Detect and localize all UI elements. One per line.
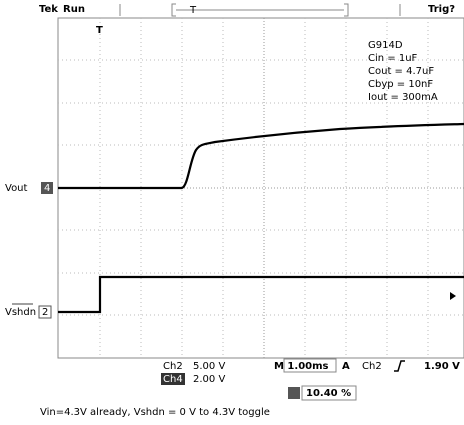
vshdn-trace: [58, 275, 464, 314]
trigger-pos-marker: T: [189, 5, 197, 16]
trigger-pos-box: [301, 385, 357, 401]
note: Iout = 300mA: [368, 92, 438, 103]
channel-number: 2: [42, 307, 48, 318]
record-bar: [119, 3, 401, 17]
readout-ch2-scale: 5.00 V: [193, 361, 225, 372]
brand: Tek: [39, 4, 58, 15]
channel-label: Vshdn: [5, 307, 36, 318]
trigger-pos-icon: [288, 387, 300, 399]
ch4-badge: [161, 373, 185, 385]
channel-label: Vout: [5, 183, 28, 194]
vout-trace: [58, 122, 464, 190]
slope-icon: [394, 360, 405, 372]
readout-timebase: M 1.00ms: [274, 361, 329, 372]
readout-trigger-position: 10.40 %: [306, 388, 351, 399]
trigger-level-arrow: [450, 292, 456, 300]
readout-ch2: Ch2: [163, 361, 183, 372]
caption: Vin=4.3V already, Vshdn = 0 V to 4.3V to…: [40, 407, 270, 418]
readout-ch4-scale: 2.00 V: [193, 374, 225, 385]
trigger-marker: T: [96, 25, 103, 36]
readout-trigger-level: 1.90 V: [424, 361, 460, 372]
channel-number: 4: [44, 183, 50, 194]
notes: G914D Cin = 1uF Cout = 4.7uF Cbyp = 10nF…: [368, 40, 438, 103]
trigger-state: Trig?: [428, 4, 455, 15]
note: Cbyp = 10nF: [368, 79, 433, 90]
note: G914D: [368, 40, 403, 51]
note: Cin = 1uF: [368, 53, 418, 64]
timebase-box: [283, 358, 337, 373]
readout-trigger-mode: A: [342, 361, 350, 372]
readout-ch4: Ch4: [163, 374, 183, 385]
status: Run: [63, 4, 85, 15]
note: Cout = 4.7uF: [368, 66, 434, 77]
channel-badge: [41, 182, 53, 194]
readout-trigger-source: Ch2: [362, 361, 382, 372]
channel-badge: [38, 305, 52, 319]
